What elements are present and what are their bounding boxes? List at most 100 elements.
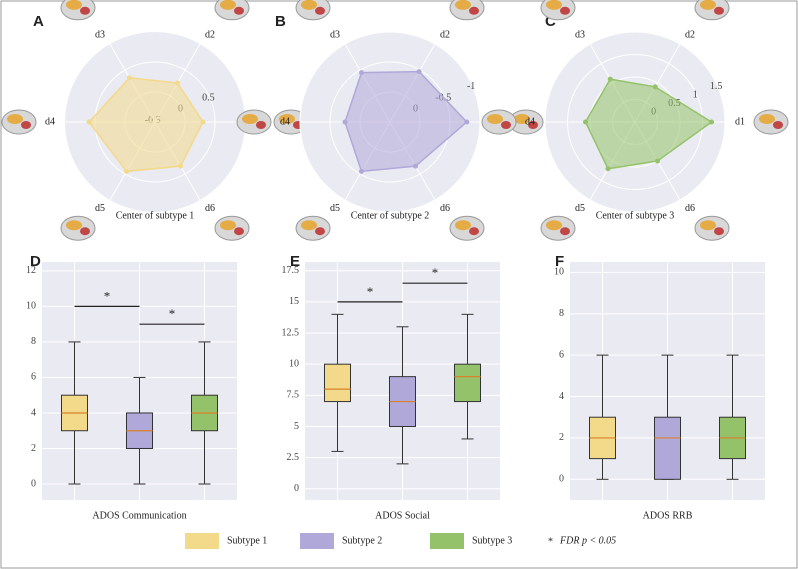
x-axis-label: ADOS Social — [375, 510, 430, 521]
brain-icon — [220, 0, 236, 10]
radar-point — [605, 166, 611, 172]
y-tick-label: 17.5 — [282, 265, 300, 276]
panel-letter: A — [33, 13, 44, 30]
axis-label: d5 — [575, 203, 585, 214]
radar-point — [178, 163, 183, 169]
axis-label: d3 — [575, 30, 585, 41]
axis-label: d2 — [205, 30, 215, 41]
brain-icon — [560, 227, 570, 236]
brain-icon — [487, 114, 503, 124]
legend-label: Subtype 2 — [342, 535, 382, 546]
y-tick-label: 10 — [26, 301, 36, 312]
y-tick-label: 8 — [31, 336, 36, 347]
brain-icon — [714, 6, 724, 15]
axis-label: d6 — [205, 203, 215, 214]
y-tick-label: 12.5 — [282, 327, 300, 338]
y-tick-label: 4 — [559, 391, 564, 402]
y-tick-label: 0 — [31, 478, 36, 489]
brain-icon — [546, 220, 562, 231]
y-tick-label: 0 — [294, 483, 299, 494]
y-tick-label: 6 — [559, 349, 564, 360]
axis-label: d6 — [685, 203, 695, 214]
box — [654, 416, 681, 480]
y-tick-label: 6 — [31, 372, 36, 383]
y-tick-label: 4 — [31, 407, 36, 418]
brain-icon — [469, 227, 479, 236]
radar-point — [200, 119, 206, 125]
radar-point — [86, 119, 92, 125]
radar-point — [124, 168, 129, 174]
y-tick-label: 8 — [559, 308, 564, 319]
brain-icon — [21, 121, 31, 129]
brain-icon — [528, 121, 538, 129]
r-tick-label: 0.5 — [202, 92, 215, 103]
radar-point — [416, 69, 422, 75]
axis-label: d5 — [330, 203, 340, 214]
radar-point — [464, 119, 470, 125]
y-tick-label: 0 — [559, 474, 564, 485]
legend-label: Subtype 1 — [227, 535, 267, 546]
legend-swatch — [300, 533, 334, 549]
x-axis-label: ADOS Communication — [92, 510, 186, 521]
radar-point — [359, 70, 364, 76]
axis-label: d1 — [735, 116, 745, 127]
radar-point — [127, 75, 132, 81]
axis-label: d4 — [45, 116, 55, 127]
axis-label: d5 — [95, 203, 105, 214]
brain-icon — [66, 220, 82, 231]
brain-icon — [66, 0, 82, 10]
axis-label: d4 — [280, 116, 290, 127]
brain-icon — [714, 227, 724, 236]
brain-icon — [759, 114, 775, 124]
y-tick-label: 15 — [289, 296, 299, 307]
significance-star: * — [367, 284, 374, 299]
brain-icon — [301, 0, 317, 10]
panel-letter: E — [290, 253, 300, 270]
radar-point — [652, 84, 658, 90]
brain-icon — [80, 227, 90, 236]
y-tick-label: 10 — [289, 358, 299, 369]
significance-star: * — [169, 306, 176, 321]
y-tick-label: 7.5 — [287, 390, 300, 401]
panel-letter: C — [545, 13, 556, 30]
legend-swatch — [430, 533, 464, 549]
axis-label: d2 — [440, 30, 450, 41]
brain-icon — [700, 0, 716, 10]
box — [454, 363, 481, 403]
axis-label: d2 — [685, 30, 695, 41]
brain-icon — [700, 220, 716, 231]
axis-label: d3 — [330, 30, 340, 41]
radar-point — [607, 76, 613, 82]
brain-icon — [220, 220, 236, 231]
radar-point — [359, 168, 364, 174]
radar-point — [413, 163, 418, 169]
brain-icon — [7, 114, 23, 124]
r-tick-label: -1 — [467, 81, 475, 92]
note: FDR p < 0.05 — [559, 535, 616, 546]
brain-icon — [455, 220, 471, 231]
brain-icon — [469, 6, 479, 15]
y-tick-label: 10 — [554, 267, 564, 278]
note-symbol: * — [548, 536, 553, 547]
brain-icon — [256, 121, 266, 129]
axis-label: d3 — [95, 30, 105, 41]
brain-icon — [80, 6, 90, 15]
box — [324, 363, 351, 403]
y-tick-label: 2.5 — [287, 452, 300, 463]
brain-icon — [234, 6, 244, 15]
brain-icon — [301, 220, 317, 231]
brain-icon — [546, 0, 562, 10]
radar-point — [709, 119, 714, 125]
r-tick-label: 1 — [693, 90, 698, 101]
radar-point — [175, 80, 180, 86]
y-tick-label: 2 — [31, 443, 36, 454]
radar-point — [655, 158, 660, 164]
panel-letter: F — [555, 253, 564, 270]
brain-icon — [560, 6, 570, 15]
brain-icon — [455, 0, 471, 10]
x-axis-label: ADOS RRB — [643, 510, 693, 521]
brain-icon — [279, 114, 295, 124]
brain-icon — [773, 121, 783, 129]
legend-label: Subtype 3 — [472, 535, 512, 546]
